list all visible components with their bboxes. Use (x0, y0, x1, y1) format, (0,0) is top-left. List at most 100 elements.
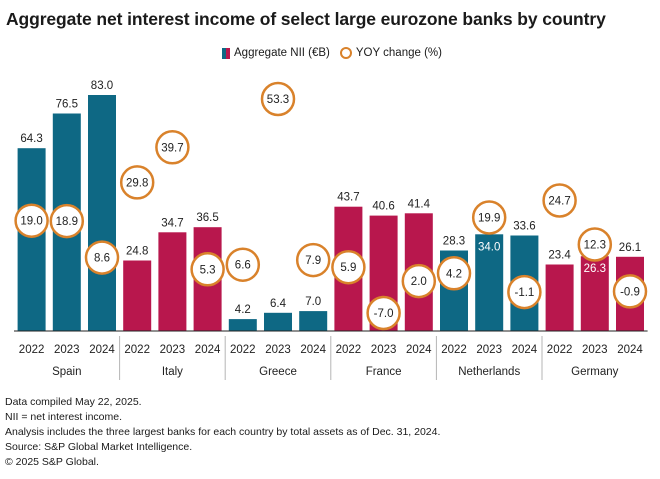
nii-label-france-2022: 43.7 (337, 192, 359, 204)
bar-netherlands-2023 (475, 234, 504, 331)
year-label-netherlands-2024: 2024 (512, 344, 538, 356)
year-label-france-2022: 2022 (336, 344, 362, 356)
yoy-circle-germany-2024 (612, 274, 648, 309)
yoy-label-italy-2023: 39.7 (161, 142, 183, 154)
bar-spain-2022 (17, 148, 46, 331)
yoy-label-greece-2023: 53.3 (267, 94, 289, 106)
yoy-label-netherlands-2022: 4.2 (446, 268, 462, 280)
legend: Aggregate NII (€B) YOY change (%) (222, 47, 442, 59)
country-label-netherlands: Netherlands (458, 366, 520, 378)
year-label-spain-2022: 2022 (19, 344, 45, 356)
footnote-analysis: Analysis includes the three largest bank… (5, 426, 441, 438)
nii-label-italy-2024: 36.5 (196, 212, 218, 224)
yoy-circle-netherlands-2023 (471, 200, 507, 235)
yoy-circle-spain-2022 (14, 203, 49, 238)
yoy-label-france-2024: 2.0 (411, 276, 427, 288)
yoy-circle-italy-2023 (155, 130, 190, 165)
yoy-circle-france-2023 (366, 295, 401, 331)
bar-spain-2024 (88, 95, 116, 331)
yoy-label-spain-2024: 8.6 (94, 253, 110, 265)
bar-greece-2024 (299, 311, 328, 331)
nii-label-netherlands-2023: 34.0 (478, 241, 500, 253)
nii-label-netherlands-2022: 28.3 (443, 236, 465, 248)
footnote-nii-definition: NII = net interest income. (5, 411, 123, 423)
yoy-circle-netherlands-2022 (436, 256, 472, 291)
yoy-label-germany-2022: 24.7 (548, 196, 570, 208)
yoy-circle-france-2024 (401, 263, 437, 299)
year-label-germany-2022: 2022 (547, 344, 573, 356)
yoy-label-italy-2022: 29.8 (126, 177, 148, 189)
bar-chart: 64.3 76.5 83.0 24.8 34.7 36.5 4.2 6.4 7.0 43.7 40.… (14, 80, 648, 380)
yoy-label-spain-2022: 19.0 (20, 216, 42, 228)
yoy-label-italy-2024: 5.3 (200, 264, 216, 276)
year-label-netherlands-2023: 2023 (476, 344, 502, 356)
year-label-spain-2023: 2023 (54, 344, 80, 356)
nii-label-italy-2023: 34.7 (161, 217, 183, 229)
bar-italy-2022 (123, 260, 152, 331)
yoy-label-france-2022: 5.9 (340, 262, 356, 274)
footnote-source: Source: S&P Global Market Intelligence. (5, 441, 193, 453)
nii-label-spain-2022: 64.3 (20, 133, 42, 145)
footnotes: Data compiled May 22, 2025. NII = net in… (5, 395, 440, 470)
yoy-circle-spain-2023 (49, 203, 85, 239)
legend-yoy-marker (339, 47, 352, 59)
country-label-france: France (366, 366, 402, 378)
nii-label-france-2023: 40.6 (372, 201, 394, 213)
bar-germany-2023 (580, 256, 609, 331)
year-label-france-2024: 2024 (406, 344, 432, 356)
yoy-label-germany-2023: 12.3 (584, 240, 606, 252)
yoy-circle-italy-2022 (119, 165, 155, 200)
year-label-greece-2024: 2024 (300, 344, 326, 356)
year-label-germany-2024: 2024 (617, 344, 643, 356)
bar-greece-2023 (264, 312, 292, 331)
bar-greece-2022 (228, 319, 257, 331)
year-label-italy-2022: 2022 (124, 344, 150, 356)
year-label-italy-2024: 2024 (195, 344, 221, 356)
nii-label-france-2024: 41.4 (408, 198, 431, 210)
legend-nii-label: Aggregate NII (€B) (234, 47, 330, 59)
yoy-circle-italy-2024 (190, 252, 225, 287)
country-label-germany: Germany (571, 366, 619, 378)
nii-label-germany-2022: 23.4 (548, 250, 571, 262)
nii-label-spain-2023: 76.5 (56, 99, 78, 111)
yoy-circle-netherlands-2024 (507, 274, 542, 310)
yoy-circle-spain-2024 (84, 240, 120, 275)
year-label-netherlands-2022: 2022 (441, 344, 467, 356)
year-label-germany-2023: 2023 (582, 344, 608, 356)
yoy-circle-germany-2023 (577, 227, 613, 262)
yoy-label-germany-2024: -0.9 (620, 286, 640, 298)
bar-germany-2022 (545, 264, 574, 331)
year-label-greece-2023: 2023 (265, 344, 291, 356)
year-label-france-2023: 2023 (371, 344, 397, 356)
nii-label-italy-2022: 24.8 (126, 246, 148, 258)
year-label-italy-2023: 2023 (160, 344, 186, 356)
country-label-greece: Greece (259, 366, 297, 378)
year-label-greece-2022: 2022 (230, 344, 256, 356)
chart-title: Aggregate net interest income of select … (6, 9, 606, 29)
nii-label-spain-2024: 83.0 (91, 80, 113, 92)
nii-label-germany-2023: 26.3 (584, 263, 606, 275)
country-label-spain: Spain (52, 366, 81, 378)
yoy-circle-greece-2022 (225, 247, 261, 282)
legend-nii-swatch (222, 47, 230, 59)
nii-label-greece-2023: 6.4 (270, 298, 287, 310)
nii-label-greece-2022: 4.2 (235, 304, 251, 316)
nii-label-germany-2024: 26.1 (619, 242, 641, 254)
yoy-circle-greece-2023 (260, 81, 296, 117)
yoy-label-greece-2024: 7.9 (305, 255, 321, 267)
yoy-label-netherlands-2024: -1.1 (514, 287, 534, 299)
yoy-circle-germany-2022 (542, 183, 577, 218)
yoy-label-netherlands-2023: 19.9 (478, 213, 500, 225)
nii-label-netherlands-2024: 33.6 (513, 221, 535, 233)
yoy-label-france-2023: -7.0 (374, 308, 394, 320)
country-label-italy: Italy (162, 366, 183, 378)
footnote-date: Data compiled May 22, 2025. (5, 396, 142, 408)
yoy-circle-greece-2024 (295, 242, 331, 278)
yoy-label-spain-2023: 18.9 (56, 216, 78, 228)
footnote-copyright: © 2025 S&P Global. (5, 456, 99, 468)
legend-yoy-label: YOY change (%) (355, 47, 442, 59)
yoy-circle-france-2022 (331, 249, 366, 285)
yoy-label-greece-2022: 6.6 (235, 260, 251, 272)
bar-italy-2023 (158, 232, 187, 331)
year-label-spain-2024: 2024 (89, 344, 115, 356)
